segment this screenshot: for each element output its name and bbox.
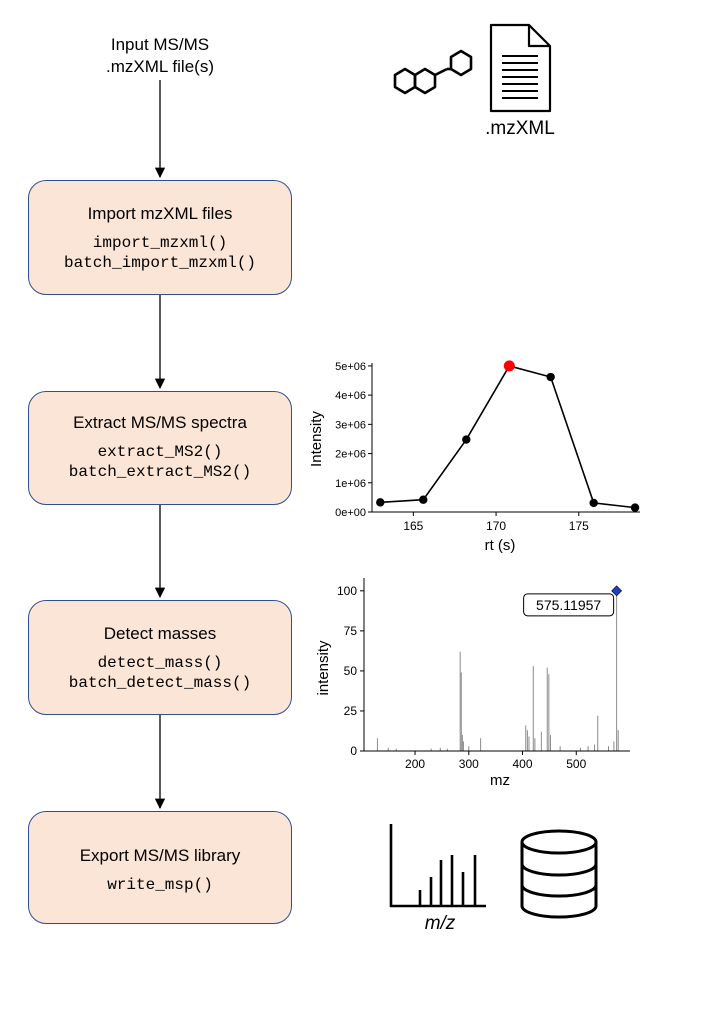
chrom-series-line: [380, 364, 636, 509]
spec-y-tick-label: 0: [350, 744, 357, 758]
chrom-point: [376, 498, 385, 507]
mass-spectrum-chart: 0 25 50 75 100 200 300 400 500 575.11957 mz int…: [315, 578, 630, 789]
chrom-y-tick-label: 1e+06: [335, 478, 366, 490]
flow-arrows: [154, 80, 166, 810]
chrom-apex-point: [503, 360, 515, 372]
chrom-y-tick-label: 4e+06: [335, 390, 366, 402]
chrom-point: [589, 498, 598, 508]
step-extract-title: Extract MS/MS spectra: [73, 413, 247, 432]
spec-x-tick-label: 400: [513, 757, 533, 771]
spec-y-label: intensity: [315, 640, 332, 696]
chromatogram-chart: 0e+00 1e+06 2e+06 3e+06 4e+06 5e+06 165 170 175…: [308, 360, 640, 554]
spec-y-tick-label: 75: [344, 624, 358, 638]
step-export-title: Export MS/MS library: [79, 846, 241, 865]
chrom-point: [419, 495, 428, 504]
spec-y-tick-label: 25: [344, 704, 358, 718]
chrom-y-tick-label: 0e+00: [335, 507, 366, 519]
step-detect-title: Detect masses: [103, 624, 217, 643]
step-import-title: Import mzXML files: [87, 204, 233, 223]
chrom-point: [630, 503, 640, 512]
chrom-x-tick-label: 165: [403, 519, 423, 533]
step-detect-fn-1: detect_mass(): [97, 654, 223, 672]
spectrum-icon: [389, 824, 486, 908]
database-icon: [520, 829, 598, 919]
input-label-line1: Input MS/MS: [110, 35, 210, 54]
file-icon-label: .mzXML: [485, 118, 555, 139]
input-label: Input MS/MS .mzXML file(s): [60, 34, 260, 78]
step-extract-fn-2: batch_extract_MS2(): [68, 463, 252, 481]
spec-x-tick-label: 500: [566, 757, 586, 771]
step-detect-fn-2: batch_detect_mass(): [68, 674, 252, 692]
step-export: Export MS/MS library write_msp(): [28, 811, 292, 924]
chrom-x-tick-label: 170: [486, 519, 506, 533]
document-icon: [489, 23, 552, 113]
spec-x-label: mz: [490, 772, 510, 789]
chrom-x-label: rt (s): [485, 537, 516, 554]
spec-x-tick-label: 300: [459, 757, 479, 771]
step-detect: Detect masses detect_mass() batch_detect…: [28, 600, 292, 715]
chrom-y-tick-label: 5e+06: [335, 361, 366, 373]
spec-y-tick-label: 50: [344, 664, 358, 678]
chrom-point: [546, 372, 555, 382]
spec-precursor-marker: [611, 585, 623, 597]
molecule-icon: [393, 49, 473, 95]
chrom-point: [462, 435, 471, 444]
mz-icon-label: m/z: [424, 913, 456, 934]
step-import-fn-2: batch_import_mzxml(): [63, 254, 257, 272]
input-label-line2: .mzXML file(s): [106, 57, 214, 76]
spec-annotation-label: 575.11957: [536, 597, 601, 613]
chrom-y-tick-label: 3e+06: [335, 419, 366, 431]
chrom-x-tick-label: 175: [569, 519, 589, 533]
step-extract-fn-1: extract_MS2(): [97, 443, 223, 461]
step-import-fn-1: import_mzxml(): [92, 234, 228, 252]
chrom-y-label: Intensity: [308, 411, 325, 467]
step-extract: Extract MS/MS spectra extract_MS2() batc…: [28, 391, 292, 505]
spec-x-tick-label: 200: [405, 757, 425, 771]
spec-annotation-box: [523, 593, 615, 617]
spec-y-tick-label: 100: [337, 584, 357, 598]
step-export-fn-1: write_msp(): [107, 876, 213, 894]
step-import: Import mzXML files import_mzxml() batch_…: [28, 180, 292, 295]
chrom-y-tick-label: 2e+06: [335, 449, 366, 461]
